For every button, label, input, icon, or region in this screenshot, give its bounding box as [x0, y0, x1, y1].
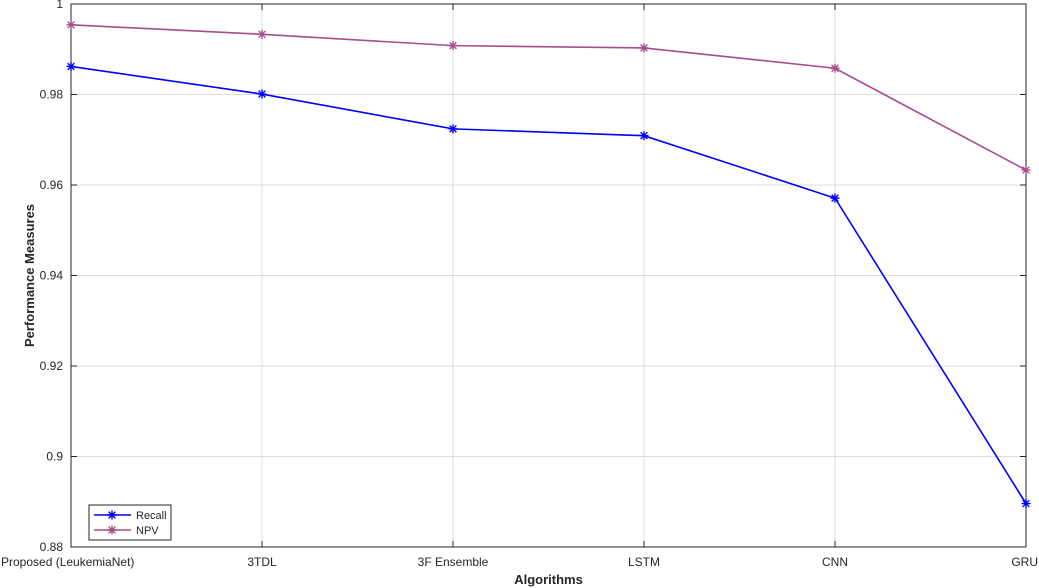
series-npv — [66, 20, 1031, 175]
y-tick-label: 0.96 — [40, 178, 64, 192]
y-tick-label: 0.88 — [40, 540, 64, 554]
series-line — [70, 65, 1027, 504]
legend-box — [88, 504, 172, 541]
x-tick-label: 3F Ensemble — [418, 555, 489, 569]
x-axis-ticks: Proposed (LeukemiaNet) 3TDL 3F Ensemble LST… — [1, 4, 1038, 569]
x-tick-label: 3TDL — [247, 555, 277, 569]
y-tick-label: 0.92 — [40, 359, 64, 373]
data-point-marker — [448, 124, 458, 134]
legend-item: NPV — [94, 525, 159, 537]
data-point-marker — [1021, 165, 1031, 175]
x-tick-label: CNN — [822, 555, 848, 569]
legend: Recall NPV — [88, 504, 172, 541]
data-point-marker — [448, 41, 458, 51]
y-axis-ticks: 0.88 0.9 0.92 0.94 0.96 0.98 1 — [40, 0, 1026, 554]
data-point-marker — [830, 193, 840, 203]
series-layer — [66, 20, 1031, 509]
x-axis-title: Algorithms — [514, 572, 583, 587]
series-recall — [66, 61, 1031, 509]
y-tick-label: 0.9 — [46, 450, 63, 464]
y-tick-label: 0.98 — [40, 88, 64, 102]
legend-marker — [107, 510, 117, 520]
y-tick-label: 1 — [56, 0, 63, 11]
x-tick-label: Proposed (LeukemiaNet) — [1, 555, 134, 569]
legend-label: Recall — [136, 510, 167, 522]
data-point-marker — [257, 29, 267, 39]
data-point-marker — [66, 61, 76, 71]
y-axis-title: Performance Measures — [22, 204, 37, 347]
legend-marker — [107, 525, 117, 535]
data-point-marker — [1021, 499, 1031, 509]
data-point-marker — [830, 63, 840, 73]
data-point-marker — [639, 131, 649, 141]
legend-item: Recall — [94, 510, 167, 522]
x-tick-label: GRU — [1011, 555, 1038, 569]
data-point-marker — [66, 20, 76, 30]
y-tick-label: 0.94 — [40, 269, 64, 283]
legend-label: NPV — [136, 525, 159, 537]
series-line — [70, 24, 1027, 171]
data-point-marker — [639, 43, 649, 53]
x-tick-label: LSTM — [628, 555, 660, 569]
data-point-marker — [257, 89, 267, 99]
